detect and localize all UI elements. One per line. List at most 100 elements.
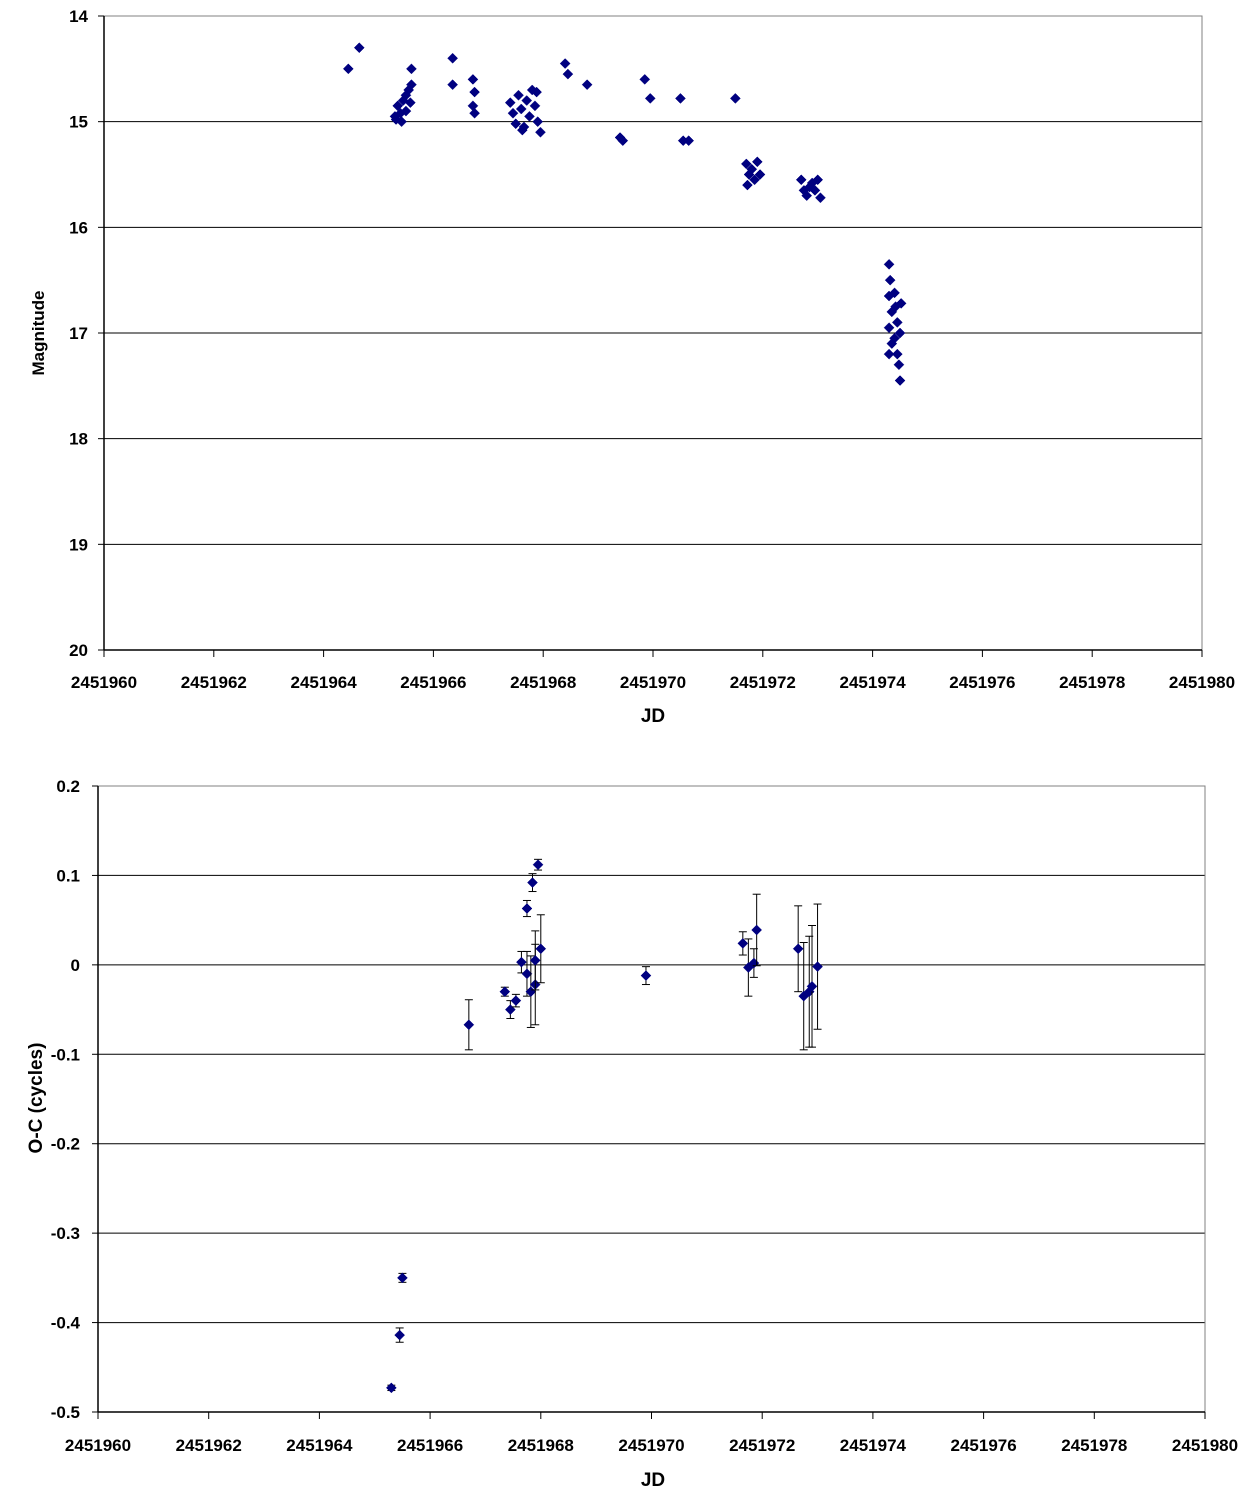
magnitude-y-tick-label-3: 17 — [69, 324, 88, 343]
oc-data-point-1 — [394, 1329, 406, 1341]
magnitude-data-point-25 — [467, 100, 479, 112]
magnitude-x-tick-label-9: 2451978 — [1059, 673, 1125, 692]
oc-points — [386, 858, 823, 1394]
magnitude-data-point-4 — [559, 58, 571, 69]
magnitude-x-ticks: 2451960 2451962 2451964 2451966 2451968 24519… — [71, 673, 1235, 692]
oc-data-point-15 — [535, 943, 547, 955]
oc-panel: 0.20.10-0.1-0.2-0.3-0.4-0.5 2451960 24519… — [26, 777, 1238, 1491]
magnitude-points — [342, 42, 907, 386]
magnitude-data-point-66 — [883, 348, 895, 360]
oc-data-point-24 — [806, 980, 818, 992]
magnitude-data-point-50 — [754, 169, 766, 180]
oc-data-point-13 — [529, 955, 541, 966]
oc-x-tick-label-5: 2451970 — [618, 1436, 684, 1455]
magnitude-y-axis-title: Magnitude — [29, 291, 48, 376]
magnitude-x-axis-title: JD — [641, 706, 665, 727]
magnitude-data-point-58 — [815, 192, 826, 204]
oc-y-ticks: 0.2 0.1 0 -0.1 -0.2 -0.3 -0.4 -0.5 — [51, 777, 81, 1422]
magnitude-data-point-42 — [617, 135, 629, 147]
oc-data-point-8 — [521, 903, 533, 914]
magnitude-data-point-3 — [447, 79, 458, 91]
magnitude-data-point-9 — [675, 93, 686, 104]
oc-data-point-25 — [812, 961, 823, 972]
magnitude-data-point-67 — [889, 287, 900, 299]
magnitude-data-point-21 — [400, 105, 412, 117]
oc-data-point-11 — [527, 877, 538, 888]
magnitude-x-tick-label-1: 2451962 — [181, 673, 247, 692]
magnitude-data-point-39 — [531, 86, 542, 98]
magnitude-data-point-75 — [895, 298, 907, 309]
magnitude-data-point-8 — [644, 93, 656, 104]
magnitude-data-point-26 — [469, 107, 480, 119]
oc-y-tick-label-3: -0.1 — [51, 1045, 80, 1064]
oc-x-tick-label-8: 2451976 — [951, 1436, 1017, 1455]
magnitude-data-point-0 — [342, 63, 354, 75]
magnitude-x-tick-label-3: 2451966 — [400, 673, 466, 692]
oc-y-tick-label-0: 0.2 — [56, 777, 80, 796]
magnitude-data-point-29 — [510, 118, 522, 130]
oc-y-tick-label-6: -0.4 — [51, 1314, 81, 1333]
oc-x-tick-label-10: 2451980 — [1172, 1436, 1238, 1455]
magnitude-y-tick-label-0: 14 — [69, 7, 88, 26]
oc-data-point-6 — [510, 995, 522, 1006]
magnitude-data-point-17 — [406, 79, 417, 91]
oc-x-tick-label-2: 2451964 — [286, 1436, 353, 1455]
magnitude-y-tick-label-5: 19 — [69, 535, 88, 554]
oc-data-point-16 — [640, 970, 652, 981]
magnitude-y-ticks: 14 15 16 17 18 19 20 — [69, 7, 88, 660]
magnitude-data-point-38 — [535, 126, 546, 138]
magnitude-data-point-73 — [894, 375, 906, 386]
magnitude-data-point-30 — [513, 89, 524, 101]
oc-data-point-9 — [521, 968, 533, 980]
magnitude-data-point-57 — [812, 174, 824, 186]
oc-data-point-20 — [751, 924, 763, 936]
oc-data-point-5 — [505, 1004, 516, 1015]
oc-data-point-21 — [792, 943, 804, 955]
magnitude-data-point-22 — [404, 97, 416, 109]
magnitude-gridlines — [104, 15, 1202, 651]
oc-data-point-3 — [463, 1019, 475, 1031]
magnitude-data-point-1 — [353, 42, 365, 54]
magnitude-x-tick-label-10: 2451980 — [1169, 673, 1235, 692]
magnitude-data-point-37 — [532, 116, 544, 128]
oc-axes — [92, 785, 1206, 1419]
oc-x-tick-label-9: 2451978 — [1061, 1436, 1127, 1455]
magnitude-data-point-59 — [804, 181, 815, 193]
magnitude-data-point-74 — [894, 327, 906, 339]
magnitude-x-tick-label-2: 2451964 — [291, 673, 358, 692]
magnitude-data-point-36 — [529, 100, 541, 112]
oc-plot-frame — [97, 785, 1206, 1413]
magnitude-data-point-10 — [729, 93, 741, 104]
magnitude-x-tick-label-6: 2451972 — [730, 673, 796, 692]
magnitude-data-point-34 — [524, 111, 535, 122]
magnitude-data-point-52 — [795, 174, 807, 186]
magnitude-y-tick-label-2: 16 — [69, 218, 88, 237]
magnitude-data-point-31 — [515, 103, 527, 115]
magnitude-x-tick-label-5: 2451970 — [620, 673, 686, 692]
magnitude-data-point-64 — [883, 322, 895, 334]
magnitude-data-point-40 — [516, 124, 528, 136]
oc-data-point-0 — [386, 1382, 397, 1394]
magnitude-y-tick-label-1: 15 — [69, 113, 88, 132]
oc-x-tick-label-3: 2451966 — [397, 1436, 463, 1455]
oc-y-tick-label-2: 0 — [71, 956, 80, 975]
magnitude-x-tick-label-4: 2451968 — [510, 673, 576, 692]
oc-gridlines — [98, 785, 1205, 1413]
magnitude-data-point-45 — [740, 158, 752, 170]
magnitude-data-point-54 — [801, 190, 813, 201]
magnitude-data-point-60 — [883, 258, 895, 270]
magnitude-axes — [98, 15, 1203, 657]
magnitude-y-tick-label-6: 20 — [69, 641, 88, 660]
magnitude-data-point-7 — [639, 74, 651, 85]
oc-data-point-2 — [397, 1272, 408, 1284]
oc-y-tick-label-5: -0.3 — [51, 1224, 80, 1243]
magnitude-data-point-72 — [893, 359, 905, 371]
oc-data-point-17 — [737, 938, 749, 949]
oc-y-tick-label-4: -0.2 — [51, 1135, 80, 1154]
magnitude-x-tick-label-7: 2451974 — [840, 673, 907, 692]
magnitude-data-point-5 — [562, 68, 574, 80]
magnitude-data-point-51 — [742, 179, 753, 191]
